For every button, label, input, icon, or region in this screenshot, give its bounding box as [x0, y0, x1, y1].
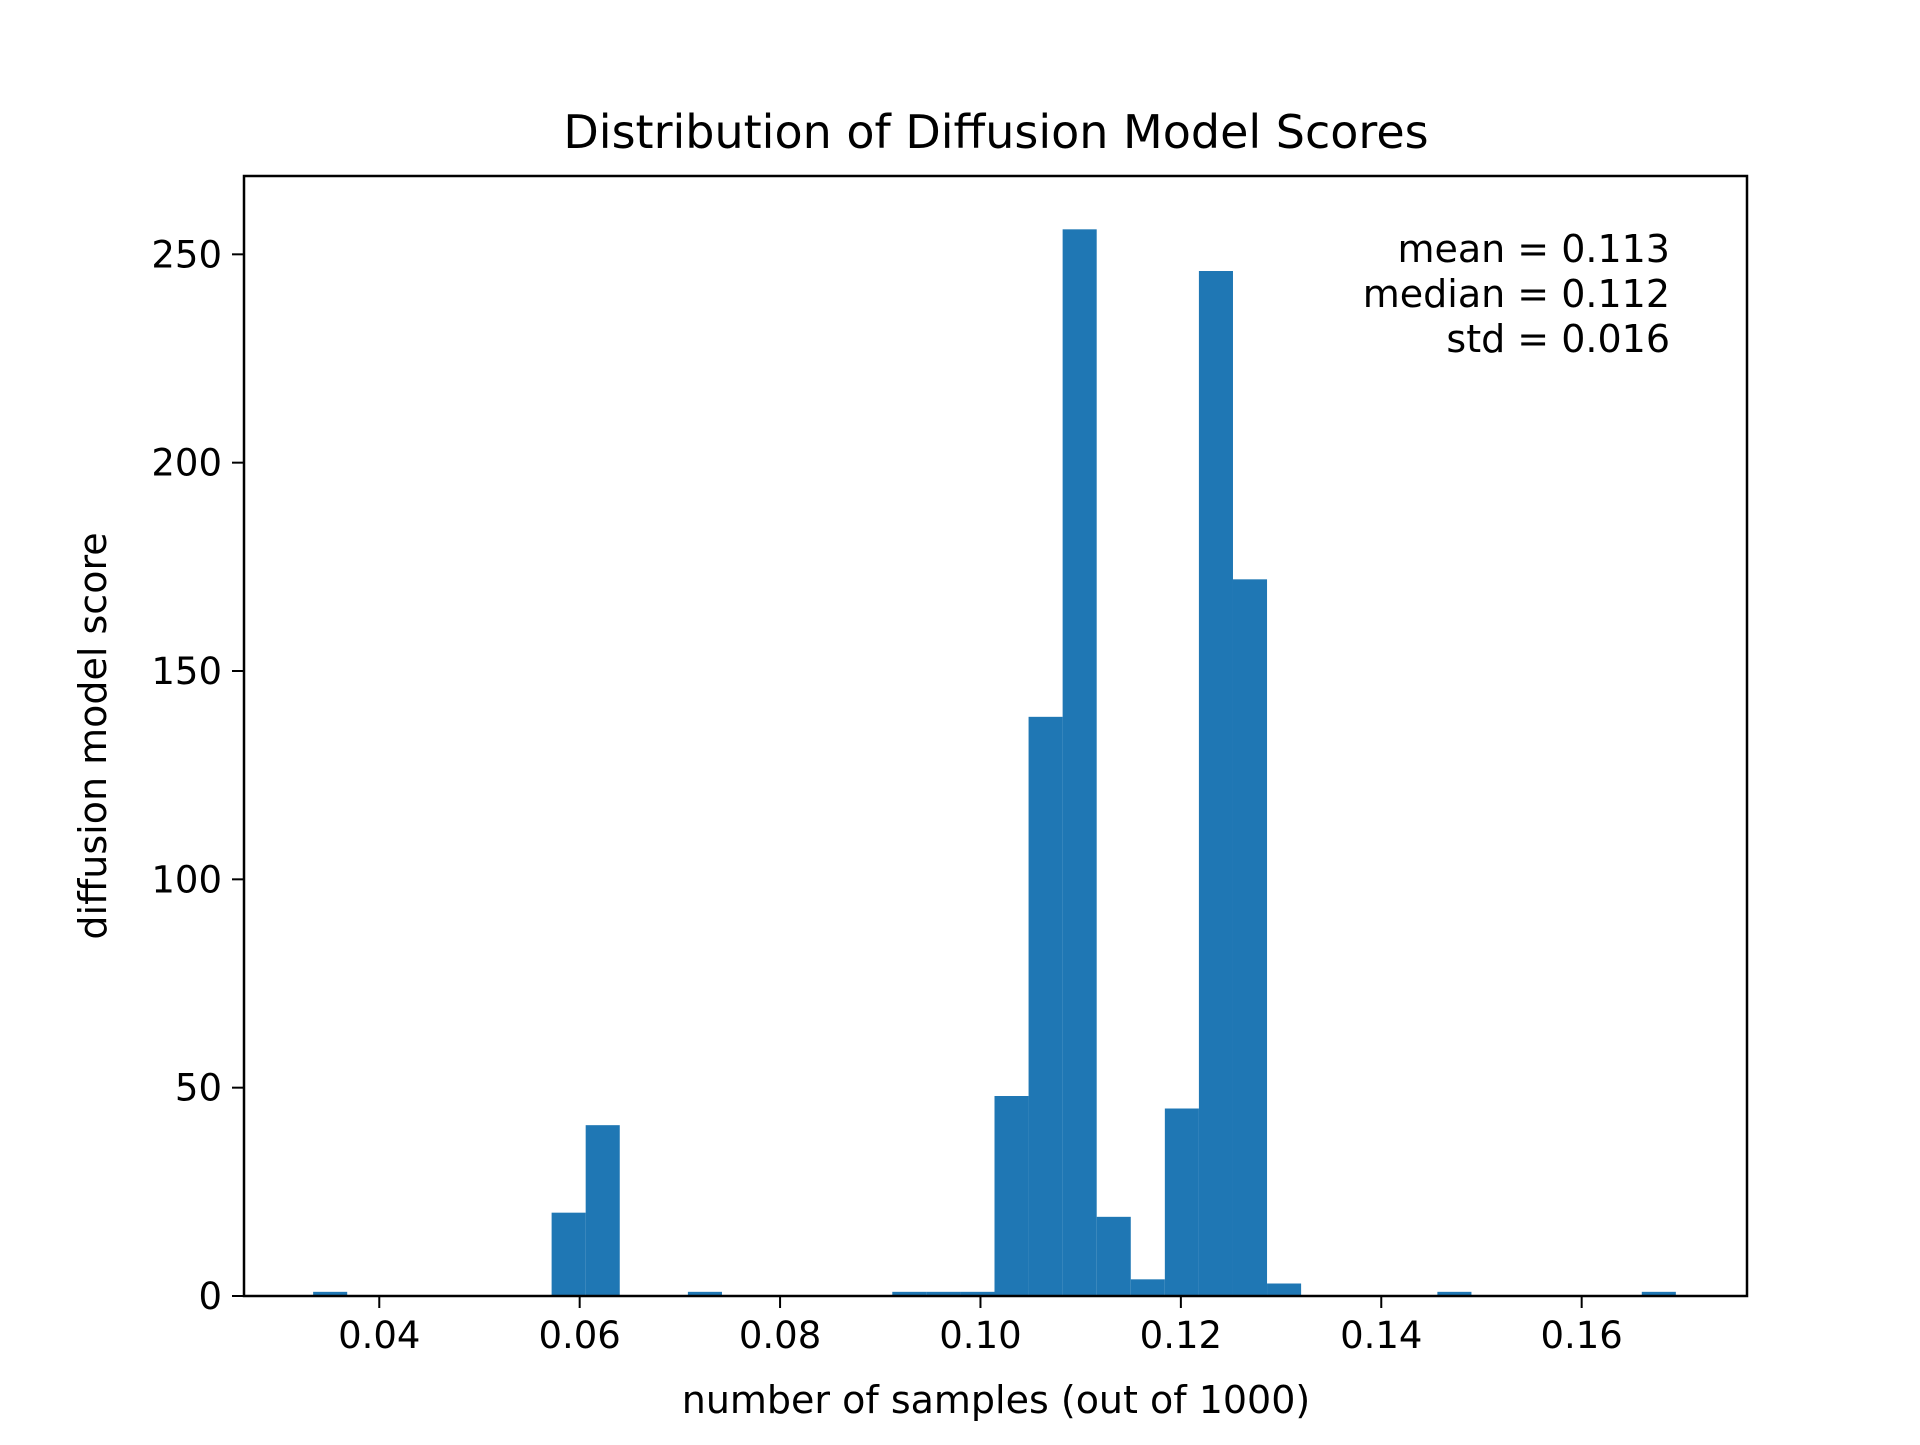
- histogram-bar: [551, 1212, 586, 1296]
- histogram-bar: [313, 1291, 348, 1296]
- x-ticks: 0.04 0.06 0.08 0.10 0.12 0.14 0.16: [338, 1296, 1623, 1357]
- histogram-bar: [1267, 1283, 1302, 1296]
- histogram-bar: [1130, 1279, 1165, 1296]
- histogram-bar: [687, 1291, 722, 1296]
- x-tick-label: 0.08: [739, 1314, 821, 1357]
- histogram-bar: [1164, 1108, 1199, 1296]
- histogram-bar: [1198, 271, 1233, 1296]
- histogram-bar: [994, 1096, 1029, 1296]
- y-ticks: 0 50 100 150 200 250: [151, 233, 244, 1318]
- median-annotation: median = 0.112: [1363, 272, 1670, 316]
- y-tick-label: 0: [198, 1275, 222, 1318]
- histogram-bar: [1641, 1291, 1676, 1296]
- bars-layer: [313, 229, 1676, 1297]
- plot-frame: [242, 174, 1749, 1298]
- histogram-bar: [892, 1291, 927, 1296]
- histogram-bar: [1028, 716, 1063, 1296]
- histogram-bar: [1437, 1291, 1472, 1296]
- x-tick-label: 0.12: [1140, 1314, 1222, 1357]
- y-tick-label: 150: [151, 650, 222, 693]
- histogram-bar: [1232, 579, 1268, 1296]
- histogram-bar: [926, 1291, 961, 1296]
- y-tick-label: 100: [151, 858, 222, 901]
- y-tick-label: 50: [175, 1067, 222, 1110]
- histogram-bar: [1096, 1216, 1131, 1296]
- x-tick-label: 0.16: [1540, 1314, 1622, 1357]
- mean-annotation: mean = 0.113: [1397, 227, 1670, 271]
- x-axis-label: number of samples (out of 1000): [682, 1378, 1311, 1422]
- histogram-bar: [585, 1125, 620, 1296]
- chart-title: Distribution of Diffusion Model Scores: [563, 105, 1428, 159]
- x-tick-label: 0.10: [939, 1314, 1021, 1357]
- x-tick-label: 0.06: [538, 1314, 620, 1357]
- histogram-bar: [960, 1291, 995, 1296]
- std-annotation: std = 0.016: [1446, 317, 1670, 361]
- y-axis-label: diffusion model score: [71, 532, 115, 939]
- y-tick-label: 250: [151, 233, 222, 276]
- x-tick-label: 0.04: [338, 1314, 420, 1357]
- x-tick-label: 0.14: [1340, 1314, 1422, 1357]
- histogram-bar: [1062, 229, 1097, 1297]
- y-tick-label: 200: [151, 442, 222, 485]
